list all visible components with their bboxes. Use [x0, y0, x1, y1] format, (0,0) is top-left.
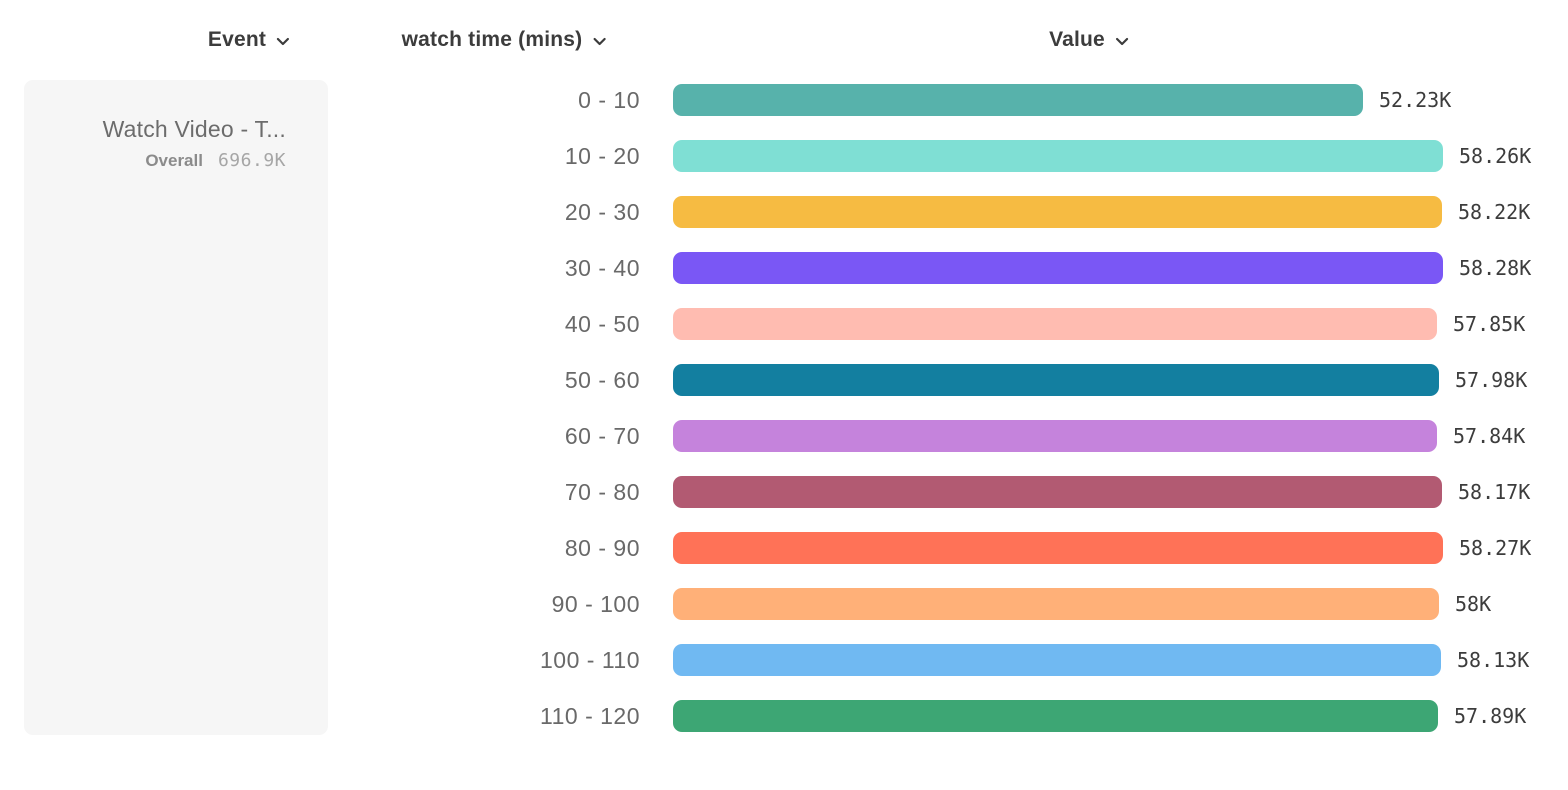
event-overall-row: Overall 696.9K [44, 150, 286, 171]
bar-segment[interactable] [673, 84, 1363, 116]
bar-category-label: 60 - 70 [564, 423, 640, 449]
bar-value-label: 58.22K [1458, 200, 1531, 224]
column-header-value[interactable]: Value [1049, 28, 1129, 52]
chart-row: 80 - 90 58.27K [0, 520, 1568, 576]
chevron-down-icon [592, 37, 606, 46]
chart-row: 100 - 110 58.13K [0, 632, 1568, 688]
chart-row: 60 - 70 57.84K [0, 408, 1568, 464]
bar-value-label: 58.28K [1459, 256, 1532, 280]
column-header-breakdown-label: watch time (mins) [401, 28, 583, 51]
chevron-down-icon [276, 37, 290, 46]
chart-row: 70 - 80 58.17K [0, 464, 1568, 520]
bar-segment[interactable] [673, 588, 1439, 620]
bar-value-label: 57.89K [1454, 704, 1527, 728]
bar-segment[interactable] [673, 364, 1439, 396]
column-header-breakdown[interactable]: watch time (mins) [402, 28, 607, 52]
chevron-down-icon [1115, 37, 1129, 46]
bar-category-label: 100 - 110 [540, 647, 640, 673]
bar-segment[interactable] [673, 196, 1442, 228]
bar-category-label: 90 - 100 [551, 591, 640, 617]
overall-value: 696.9K [217, 150, 286, 171]
bar-value-label: 52.23K [1379, 88, 1452, 112]
bar-segment[interactable] [673, 420, 1437, 452]
chart-row: 10 - 20 58.26K [0, 128, 1568, 184]
bar-value-label: 57.84K [1453, 424, 1526, 448]
bar-value-label: 58.26K [1459, 144, 1532, 168]
bar-value-label: 58K [1455, 592, 1492, 616]
bar-category-label: 0 - 10 [578, 87, 640, 113]
bar-value-label: 58.17K [1458, 480, 1531, 504]
event-name[interactable]: Watch Video - T... [102, 116, 286, 142]
bar-segment[interactable] [673, 252, 1443, 284]
bar-category-label: 70 - 80 [564, 479, 640, 505]
bar-segment[interactable] [673, 308, 1437, 340]
bar-segment[interactable] [673, 140, 1443, 172]
bar-segment[interactable] [673, 476, 1442, 508]
event-legend-card: Watch Video - T... Overall 696.9K [24, 80, 328, 735]
bar-category-label: 10 - 20 [564, 143, 640, 169]
column-header-event[interactable]: Event [208, 28, 290, 52]
bar-segment[interactable] [673, 532, 1443, 564]
bar-value-label: 57.85K [1453, 312, 1526, 336]
bar-category-label: 110 - 120 [540, 703, 640, 729]
bar-category-label: 30 - 40 [564, 255, 640, 281]
chart-row: 110 - 120 57.89K [0, 688, 1568, 744]
column-header-value-label: Value [1049, 28, 1105, 51]
bar-category-label: 40 - 50 [564, 311, 640, 337]
chart-row: 90 - 100 58K [0, 576, 1568, 632]
chart-row: 20 - 30 58.22K [0, 184, 1568, 240]
chart-row: 40 - 50 57.85K [0, 296, 1568, 352]
overall-label: Overall [145, 151, 203, 170]
chart-row: 50 - 60 57.98K [0, 352, 1568, 408]
bar-value-label: 58.27K [1459, 536, 1532, 560]
column-header-event-label: Event [207, 28, 267, 51]
bar-segment[interactable] [673, 700, 1438, 732]
bar-chart: 0 - 10 52.23K 10 - 20 58.26K 20 - 30 58.22K 30… [0, 72, 1568, 744]
bar-value-label: 57.98K [1455, 368, 1528, 392]
chart-row: 0 - 10 52.23K [0, 72, 1568, 128]
bar-segment[interactable] [673, 644, 1441, 676]
bar-category-label: 20 - 30 [564, 199, 640, 225]
bar-category-label: 50 - 60 [564, 367, 640, 393]
chart-row: 30 - 40 58.28K [0, 240, 1568, 296]
bar-category-label: 80 - 90 [564, 535, 640, 561]
bar-value-label: 58.13K [1457, 648, 1530, 672]
